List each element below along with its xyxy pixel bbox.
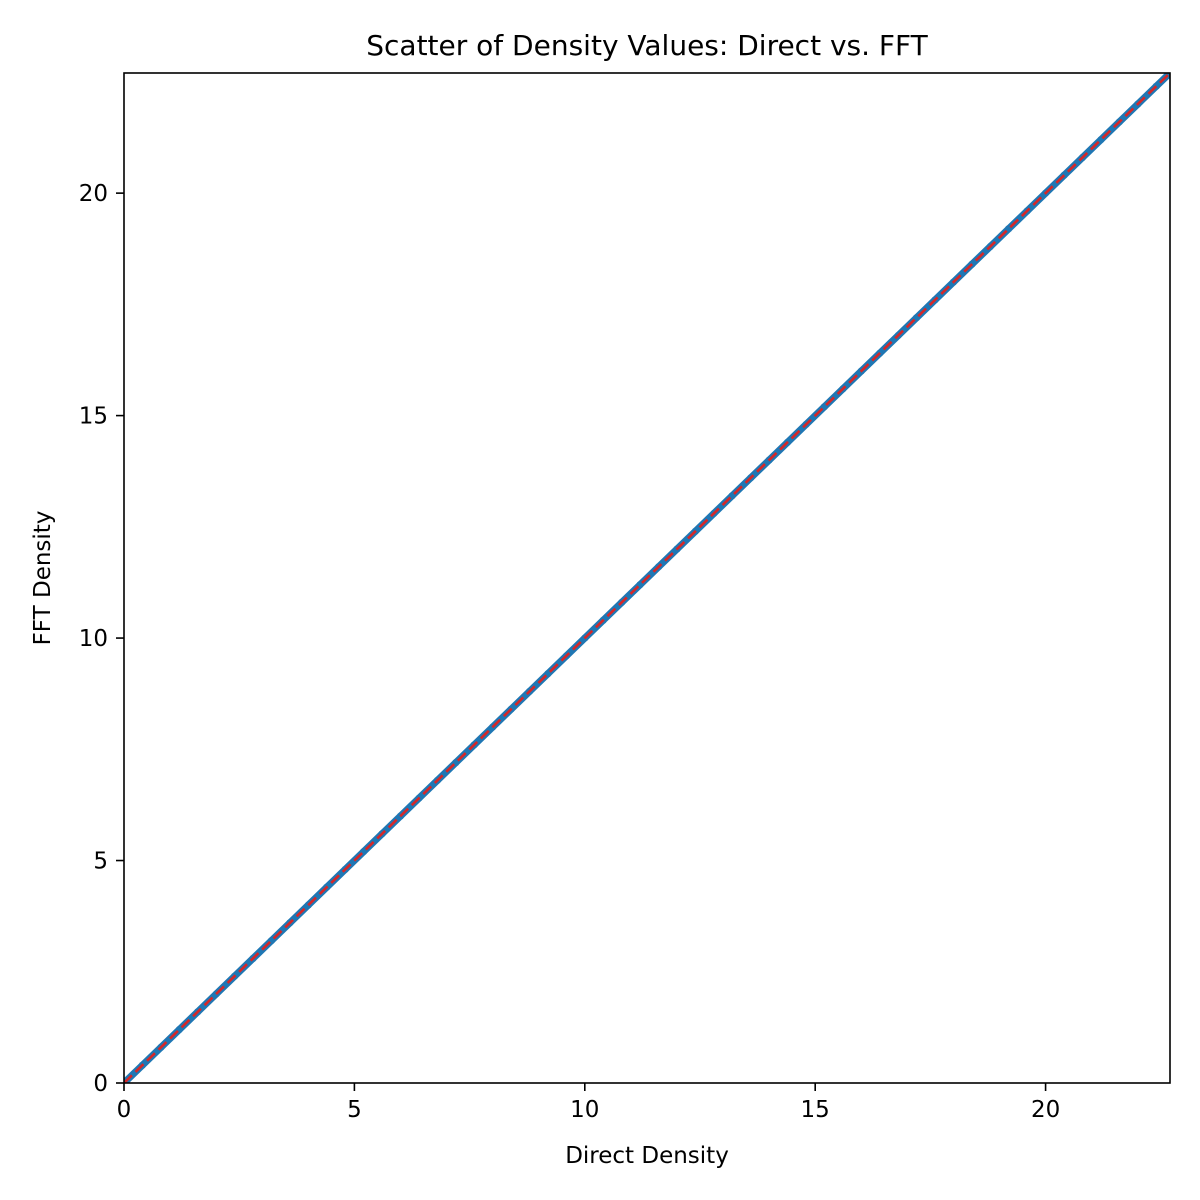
x-tick-label: 10: [570, 1097, 599, 1123]
plot-frame: [123, 72, 1171, 1084]
y-tick-label: 15: [79, 404, 108, 430]
y-axis: 0 5 10 15 20: [79, 181, 124, 1097]
reference-line-y-equals-x: [124, 73, 1170, 1083]
chart-title: Scatter of Density Values: Direct vs. FF…: [366, 29, 928, 62]
y-tick-label: 20: [79, 181, 108, 207]
x-tick-label: 5: [347, 1097, 362, 1123]
x-axis: 0 5 10 15 20: [117, 1083, 1060, 1123]
y-tick-label: 0: [93, 1071, 108, 1097]
scatter-point: [1166, 73, 1170, 77]
x-axis-title: Direct Density: [565, 1143, 729, 1169]
reference-line-layer: [124, 73, 1170, 1083]
y-axis-title: FFT Density: [30, 511, 56, 646]
y-tick-label: 10: [79, 626, 108, 652]
x-tick-label: 20: [1031, 1097, 1060, 1123]
x-tick-label: 15: [801, 1097, 830, 1123]
x-tick-label: 0: [117, 1097, 132, 1123]
y-tick-label: 5: [93, 849, 108, 875]
